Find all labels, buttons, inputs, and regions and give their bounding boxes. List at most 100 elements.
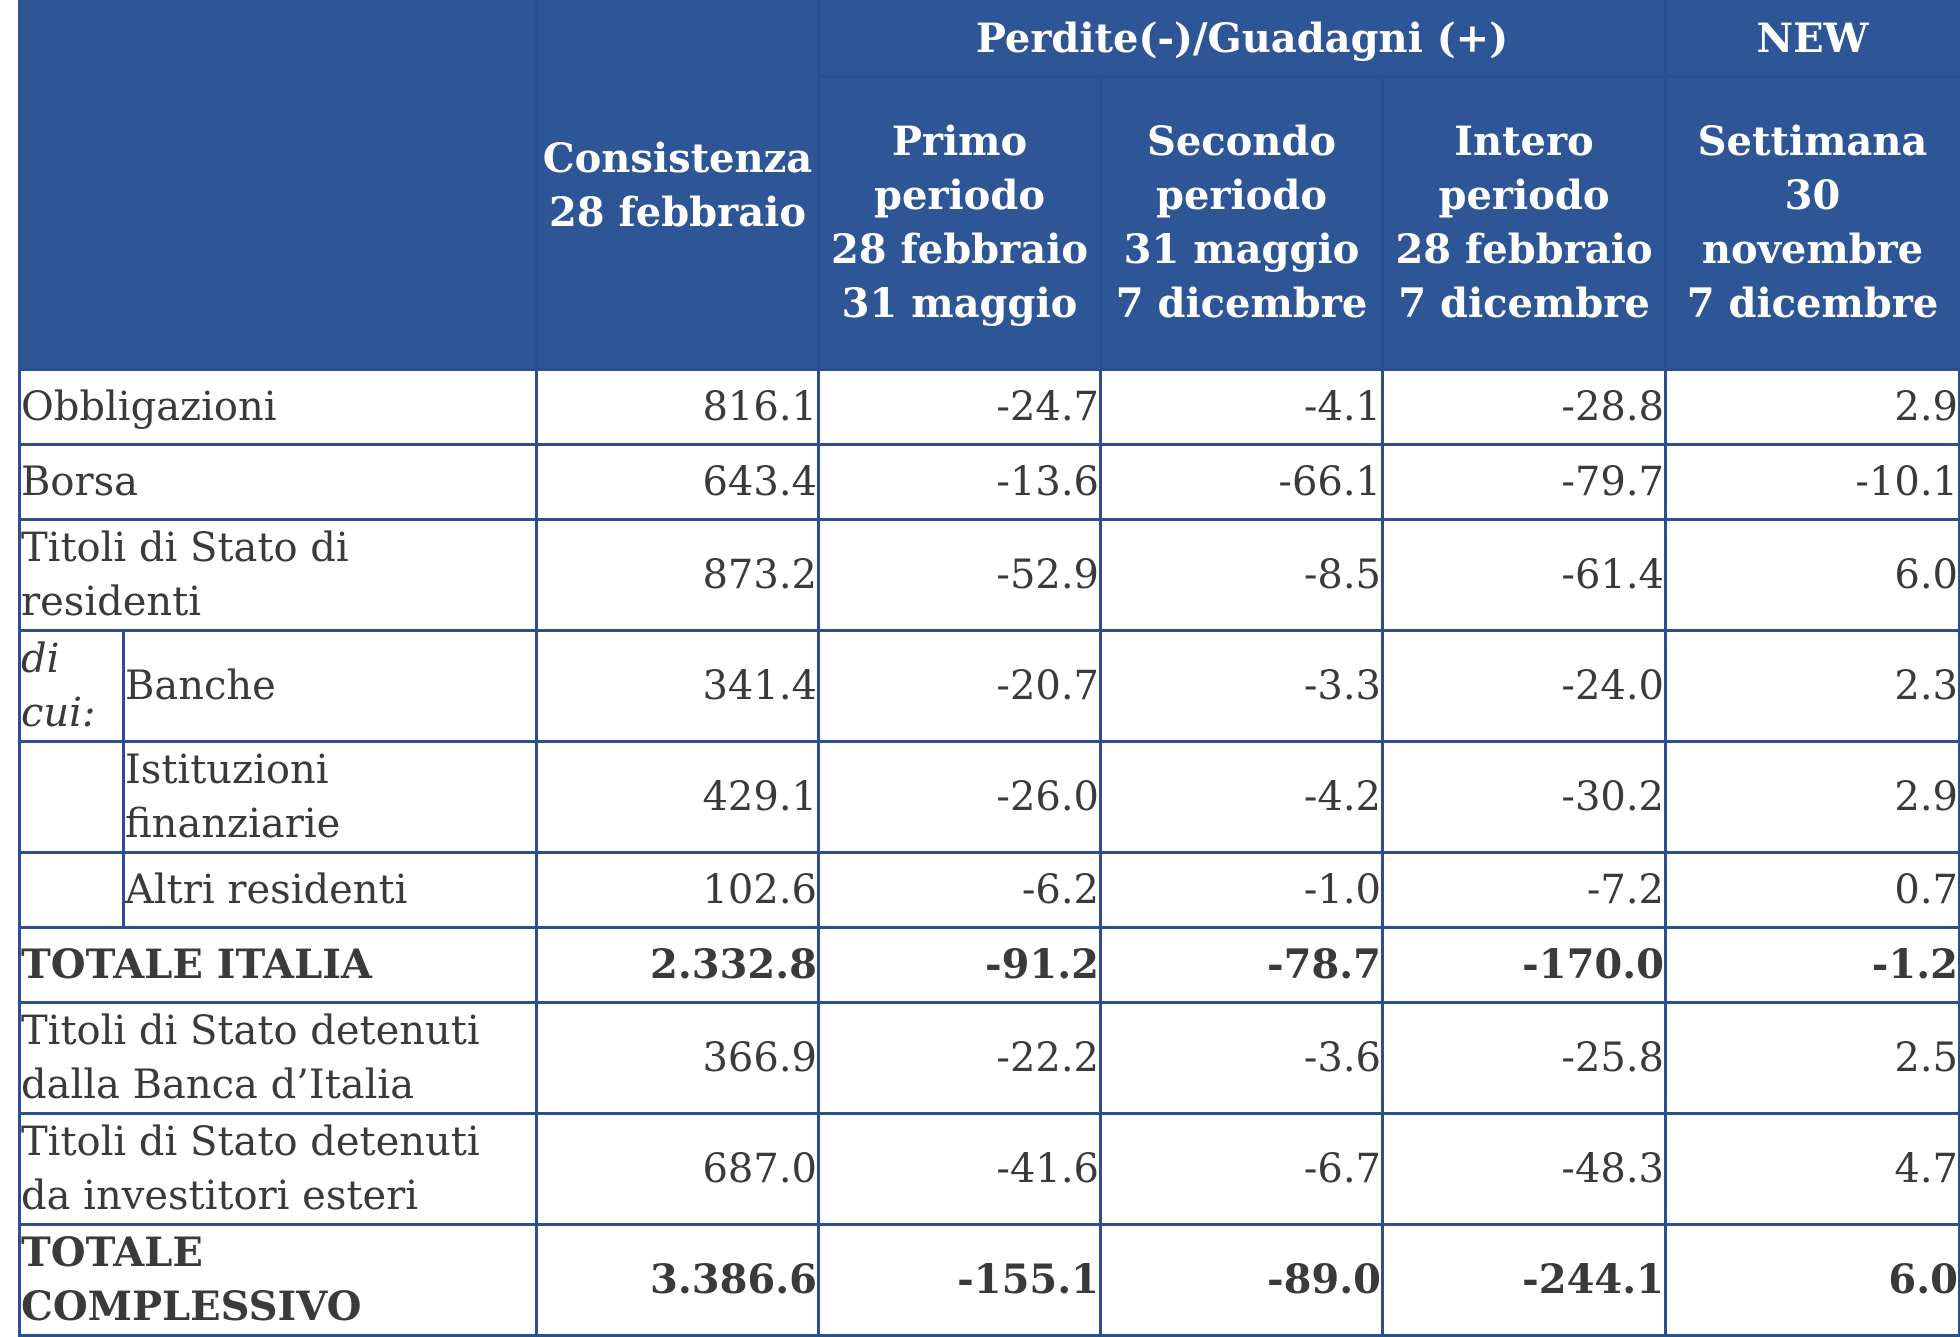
table-row-obbligazioni: Obbligazioni 816.1 -24.7 -4.1 -28.8 2.9 <box>18 368 1960 446</box>
cell-consistenza: 643.4 <box>535 443 820 521</box>
row-label-line1: Titoli di Stato di <box>21 525 349 571</box>
table-row-esteri: Titoli di Stato detenuti da investitori … <box>18 1112 1960 1226</box>
cell-intero: -30.2 <box>1381 740 1667 854</box>
header-secondo-line2: periodo <box>1155 172 1327 219</box>
table-row-istituzioni: Istituzioni finanziarie 429.1 -26.0 -4.2… <box>18 740 1960 854</box>
cell-secondo: -8.5 <box>1099 518 1384 632</box>
cell-intero: -28.8 <box>1381 368 1667 446</box>
header-settimana-line1: Settimana <box>1697 118 1928 165</box>
header-group-perdite-guadagni: Perdite(-)/Guadagni (+) <box>817 0 1667 78</box>
header-primo-periodo: Primo periodo 28 febbraio 31 maggio <box>817 75 1102 371</box>
header-settimana-line2: 30 <box>1784 172 1841 219</box>
row-label: Banche <box>122 629 538 743</box>
cell-consistenza: 687.0 <box>535 1112 820 1226</box>
table-row-totale-complessivo: TOTALE COMPLESSIVO 3.386.6 -155.1 -89.0 … <box>18 1223 1960 1337</box>
cell-intero: -25.8 <box>1381 1001 1667 1115</box>
empty-indent-cell <box>18 740 125 854</box>
row-label: Titoli di Stato di residenti <box>18 518 538 632</box>
cell-intero: -48.3 <box>1381 1112 1667 1226</box>
cell-primo: -22.2 <box>817 1001 1102 1115</box>
cell-intero: -61.4 <box>1381 518 1667 632</box>
table-row-borsa: Borsa 643.4 -13.6 -66.1 -79.7 -10.1 <box>18 443 1960 521</box>
table-header: Consistenza 28 febbraio Perdite(-)/Guada… <box>18 0 1960 371</box>
cell-intero: -24.0 <box>1381 629 1667 743</box>
cell-primo: -52.9 <box>817 518 1102 632</box>
cell-settimana: 4.7 <box>1664 1112 1960 1226</box>
header-secondo-line1: Secondo <box>1146 118 1337 165</box>
header-intero-periodo: Intero periodo 28 febbraio 7 dicembre <box>1381 75 1667 371</box>
header-consistenza: Consistenza 28 febbraio <box>535 0 820 371</box>
cell-intero: -79.7 <box>1381 443 1667 521</box>
header-consistenza-line2: 28 febbraio <box>548 188 807 236</box>
cell-secondo: -78.7 <box>1099 926 1384 1004</box>
row-label: Obbligazioni <box>18 368 538 446</box>
header-primo-line2: periodo <box>873 172 1045 219</box>
header-intero-line2: periodo <box>1438 172 1610 219</box>
cell-intero: -170.0 <box>1381 926 1667 1004</box>
table-row-totale-italia: TOTALE ITALIA 2.332.8 -91.2 -78.7 -170.0… <box>18 926 1960 1004</box>
cell-secondo: -4.1 <box>1099 368 1384 446</box>
header-settimana-line3: novembre <box>1701 226 1924 273</box>
cell-consistenza: 429.1 <box>535 740 820 854</box>
header-consistenza-line1: Consistenza <box>542 134 813 182</box>
loss-gain-table: Consistenza 28 febbraio Perdite(-)/Guada… <box>18 0 1960 1337</box>
cell-settimana: -10.1 <box>1664 443 1960 521</box>
cell-secondo: -4.2 <box>1099 740 1384 854</box>
di-cui-line1: di <box>21 636 60 682</box>
cell-secondo: -3.6 <box>1099 1001 1384 1115</box>
header-corner <box>18 0 538 371</box>
row-label: TOTALE ITALIA <box>18 926 538 1004</box>
header-primo-line4: 31 maggio <box>841 280 1078 327</box>
cell-settimana: 0.7 <box>1664 851 1960 929</box>
cell-consistenza: 2.332.8 <box>535 926 820 1004</box>
cell-consistenza: 366.9 <box>535 1001 820 1115</box>
cell-settimana: -1.2 <box>1664 926 1960 1004</box>
row-label-line1: Titoli di Stato detenuti <box>21 1119 480 1165</box>
row-label-line2: residenti <box>21 579 202 625</box>
cell-intero: -7.2 <box>1381 851 1667 929</box>
header-primo-line1: Primo <box>891 118 1028 165</box>
cell-secondo: -89.0 <box>1099 1223 1384 1337</box>
cell-primo: -24.7 <box>817 368 1102 446</box>
header-new: NEW <box>1664 0 1960 78</box>
header-secondo-line3: 31 maggio <box>1123 226 1360 273</box>
cell-settimana: 2.5 <box>1664 1001 1960 1115</box>
cell-secondo: -6.7 <box>1099 1112 1384 1226</box>
cell-primo: -91.2 <box>817 926 1102 1004</box>
header-settimana-line4: 7 dicembre <box>1686 280 1939 327</box>
cell-secondo: -3.3 <box>1099 629 1384 743</box>
cell-consistenza: 816.1 <box>535 368 820 446</box>
row-label: Altri residenti <box>122 851 538 929</box>
header-intero-line1: Intero <box>1454 118 1594 165</box>
row-label-line2: dalla Banca d’Italia <box>21 1062 415 1108</box>
row-label: Titoli di Stato detenuti dalla Banca d’I… <box>18 1001 538 1115</box>
cell-primo: -155.1 <box>817 1223 1102 1337</box>
di-cui-line2: cui: <box>21 690 96 736</box>
cell-settimana: 2.3 <box>1664 629 1960 743</box>
table-container: Consistenza 28 febbraio Perdite(-)/Guada… <box>18 0 1960 1337</box>
header-intero-line4: 7 dicembre <box>1398 280 1650 327</box>
cell-consistenza: 102.6 <box>535 851 820 929</box>
cell-primo: -26.0 <box>817 740 1102 854</box>
row-label: Titoli di Stato detenuti da investitori … <box>18 1112 538 1226</box>
cell-settimana: 6.0 <box>1664 518 1960 632</box>
header-secondo-line4: 7 dicembre <box>1115 280 1368 327</box>
header-intero-line3: 28 febbraio <box>1395 226 1653 273</box>
row-label: Istituzioni finanziarie <box>122 740 538 854</box>
table-row-altri: Altri residenti 102.6 -6.2 -1.0 -7.2 0.7 <box>18 851 1960 929</box>
header-settimana: Settimana 30 novembre 7 dicembre <box>1664 75 1960 371</box>
cell-primo: -20.7 <box>817 629 1102 743</box>
row-label: TOTALE COMPLESSIVO <box>18 1223 538 1337</box>
row-label-line1: Titoli di Stato detenuti <box>21 1008 480 1054</box>
cell-primo: -41.6 <box>817 1112 1102 1226</box>
cell-intero: -244.1 <box>1381 1223 1667 1337</box>
cell-settimana: 2.9 <box>1664 740 1960 854</box>
cell-secondo: -66.1 <box>1099 443 1384 521</box>
header-secondo-periodo: Secondo periodo 31 maggio 7 dicembre <box>1099 75 1384 371</box>
cell-consistenza: 3.386.6 <box>535 1223 820 1337</box>
cell-settimana: 2.9 <box>1664 368 1960 446</box>
table-row-titoli-residenti: Titoli di Stato di residenti 873.2 -52.9… <box>18 518 1960 632</box>
di-cui-label: di cui: <box>18 629 125 743</box>
cell-consistenza: 873.2 <box>535 518 820 632</box>
table-row-banche: di cui: Banche 341.4 -20.7 -3.3 -24.0 2.… <box>18 629 1960 743</box>
